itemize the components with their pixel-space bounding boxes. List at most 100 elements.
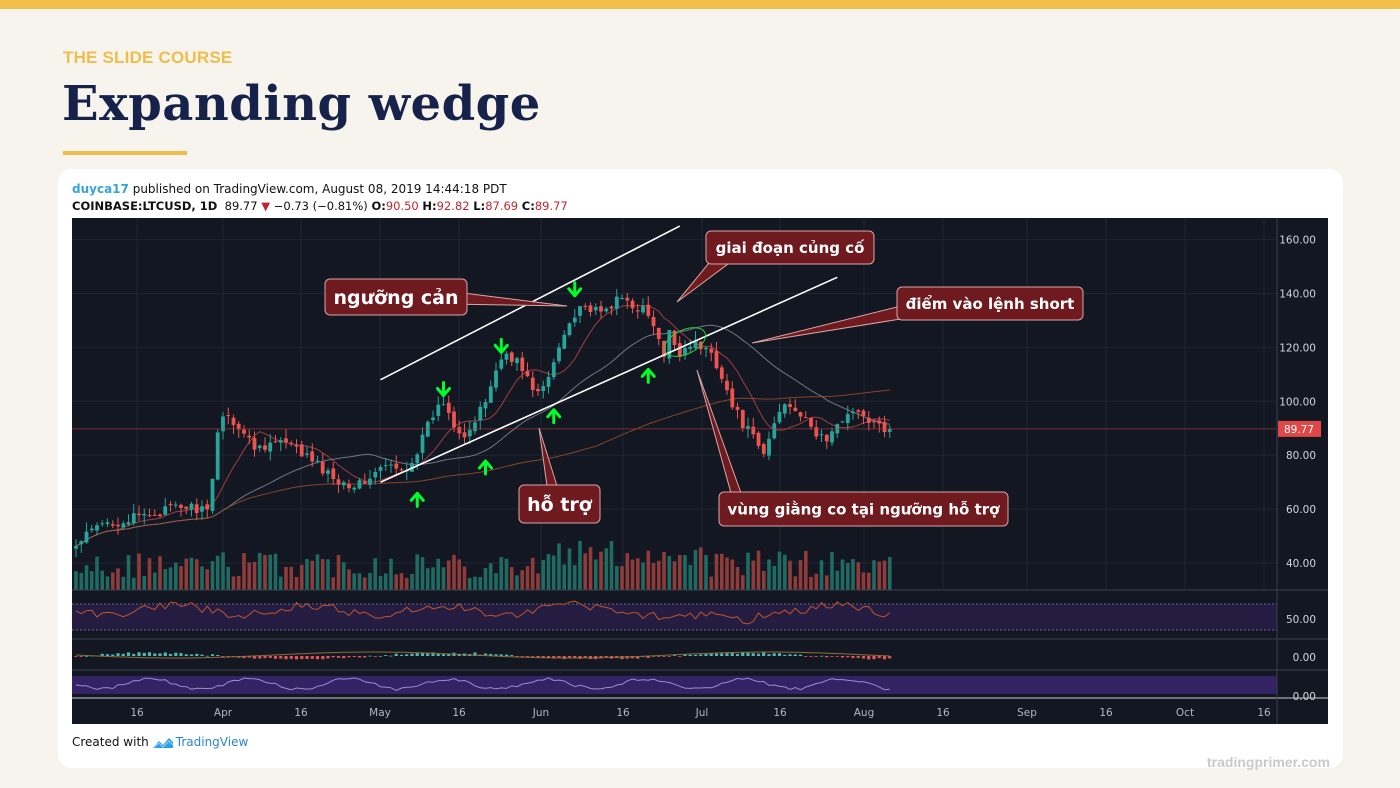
candle-body — [110, 524, 115, 526]
tradingview-link[interactable]: TradingView — [175, 735, 249, 749]
macd-bar — [704, 654, 708, 656]
candle-body — [399, 469, 404, 471]
candle-body — [131, 513, 136, 524]
volume-bar — [221, 552, 225, 590]
macd-bar — [830, 656, 834, 657]
down-arrow-icon — [567, 281, 583, 298]
macd-bar — [714, 653, 719, 656]
macd-bar — [846, 656, 850, 658]
candle-body — [173, 504, 178, 506]
macd-bar — [699, 654, 703, 656]
candle-body — [499, 359, 504, 369]
macd-bar — [720, 653, 724, 656]
candle — [730, 381, 735, 410]
candle-body — [525, 370, 530, 377]
volume-bar — [242, 553, 246, 590]
volume-bar — [415, 554, 419, 590]
volume-bar — [153, 572, 157, 590]
macd-bar — [667, 656, 671, 657]
candle — [84, 522, 89, 544]
volume-bar — [720, 553, 724, 590]
candle — [210, 478, 215, 514]
candle-body — [541, 386, 546, 391]
created-with: Created with TradingView — [72, 735, 248, 749]
candle — [520, 351, 525, 380]
volume-bar — [672, 561, 677, 590]
candle — [635, 304, 640, 319]
candle — [467, 421, 472, 445]
candle — [672, 329, 677, 350]
volume-bar — [368, 572, 372, 590]
macd-bar — [819, 655, 824, 657]
candle — [704, 345, 708, 358]
x-tick-label: Aug — [854, 707, 875, 719]
macd-bar — [573, 656, 577, 658]
macd-bar — [662, 656, 666, 657]
candle-body — [231, 417, 236, 425]
candle — [362, 473, 367, 484]
volume-bar — [378, 575, 383, 590]
volume-bar — [688, 565, 693, 590]
candle-body — [515, 358, 519, 364]
volume-bar — [284, 567, 288, 590]
volume-bar — [84, 565, 89, 590]
volume-bar — [425, 568, 430, 590]
volume-bar — [599, 551, 603, 590]
candle-body — [630, 300, 635, 309]
candle-body — [672, 330, 677, 346]
candle-body — [593, 307, 598, 311]
candle — [236, 421, 241, 438]
candle — [147, 508, 152, 518]
rsi-band — [72, 604, 1277, 630]
volume-bar — [798, 560, 803, 590]
macd-bar — [289, 656, 293, 659]
volume-bar — [121, 576, 126, 590]
candle — [137, 505, 141, 521]
candle-body — [504, 353, 509, 360]
volume-bar — [326, 559, 330, 590]
candle-body — [289, 442, 294, 444]
candle-body — [383, 465, 388, 467]
macd-bar — [321, 656, 325, 660]
volume-bar — [877, 561, 882, 590]
top-accent-bar — [0, 0, 1400, 9]
candle — [509, 351, 514, 367]
candle-body — [420, 434, 425, 453]
author-link[interactable]: duyca17 — [72, 182, 129, 196]
candle — [457, 420, 462, 440]
macd-bar — [672, 655, 677, 656]
candle-body — [877, 420, 882, 424]
candle-body — [462, 432, 467, 438]
y-tick-label: 100.00 — [1279, 396, 1316, 408]
candle-body — [357, 480, 362, 489]
candle-body — [756, 432, 761, 446]
macd-bar — [352, 656, 356, 657]
candle-body — [483, 402, 488, 409]
candle — [646, 296, 651, 319]
candle-body — [378, 467, 383, 471]
candle-body — [578, 306, 582, 316]
macd-tick-label: 0.00 — [1293, 652, 1316, 664]
candle — [599, 300, 603, 319]
volume-bar — [111, 572, 115, 590]
volume-bar — [756, 550, 761, 590]
volume-bar — [709, 576, 714, 590]
macd-bar — [300, 656, 304, 660]
ltcusd-chart[interactable]: ngưỡng cản giai đoạn củng cố điểm vào lệnh… — [72, 218, 1328, 724]
candle-body — [793, 407, 798, 411]
macd-bar — [121, 653, 125, 656]
macd-bar — [825, 656, 829, 658]
candle-body — [84, 531, 89, 543]
volume-bar — [583, 553, 587, 590]
candle — [373, 467, 378, 485]
annotation-box — [324, 278, 468, 316]
volume-bar — [578, 540, 582, 590]
candle — [494, 362, 498, 392]
candle-body — [205, 504, 210, 510]
candle-body — [520, 357, 525, 371]
volume-bar — [336, 555, 341, 590]
volume-bar — [830, 552, 834, 590]
candle-body — [284, 438, 288, 443]
volume-bar — [767, 559, 771, 590]
candle — [861, 409, 866, 425]
